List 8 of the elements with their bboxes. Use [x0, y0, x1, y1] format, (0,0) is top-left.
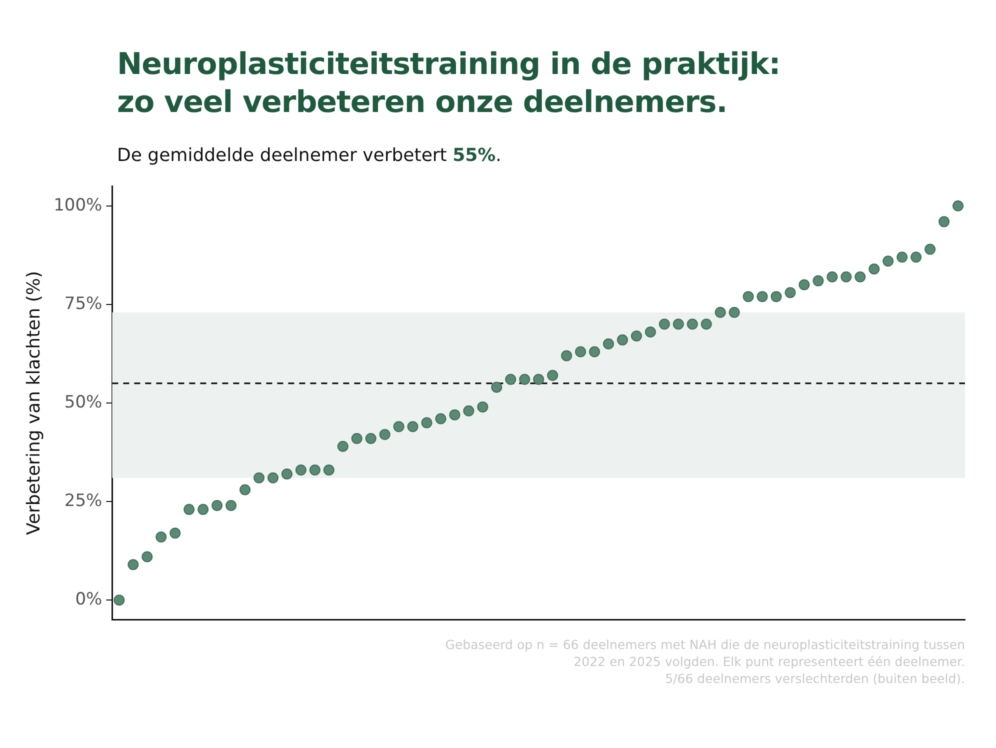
y-tick-label: 75% [64, 294, 102, 314]
y-tick-label: 25% [64, 490, 102, 511]
chart-subtitle: De gemiddelde deelnemer verbetert 55%. [117, 145, 502, 166]
y-axis-title: Verbetering van klachten (%) [23, 271, 44, 535]
y-tick-label: 0% [75, 590, 102, 610]
y-tick-label: 100% [54, 195, 102, 216]
chart-title: Neuroplasticiteitstraining in de praktijk: zo veel verbeteren onze deelnemers. [117, 46, 780, 122]
y-tick-label: 50% [64, 392, 102, 412]
